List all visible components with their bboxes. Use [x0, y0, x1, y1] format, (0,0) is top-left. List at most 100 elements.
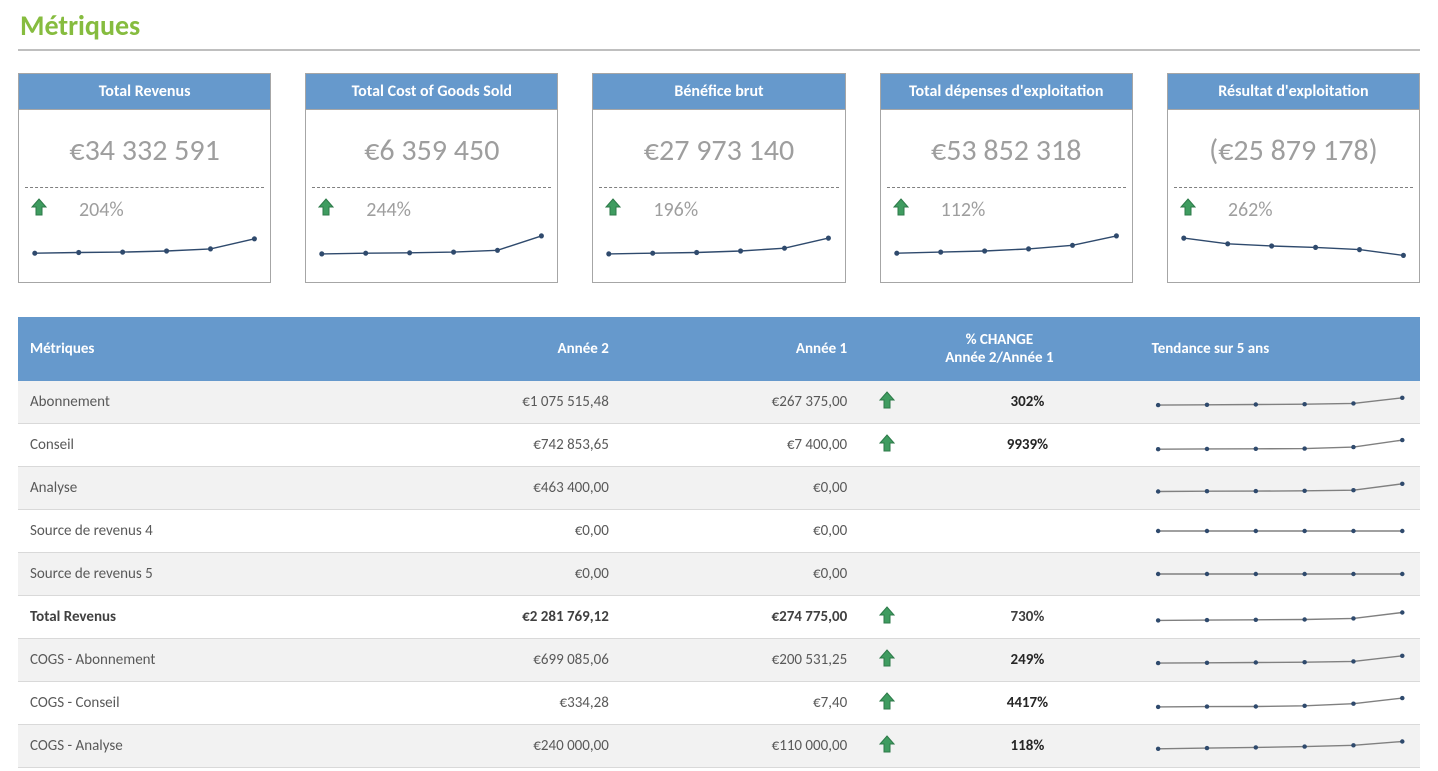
arrow-up-icon	[879, 606, 895, 624]
arrow-up-icon	[879, 434, 895, 452]
kpi-card-pct-row: 262%	[1168, 188, 1419, 222]
cell-metric: Total Revenus	[18, 596, 439, 639]
kpi-card-spark-wrap	[1168, 222, 1419, 282]
cell-trend	[1140, 553, 1420, 596]
cell-year1: €200 531,25	[621, 639, 859, 682]
table-row: Total Revenus €2 281 769,12 €274 775,00 …	[18, 596, 1420, 639]
th-metric: Métriques	[18, 317, 439, 381]
cell-change: 730%	[915, 596, 1139, 639]
kpi-card: Bénéfice brut €27 973 140 196%	[592, 73, 845, 283]
table-header: Métriques Année 2 Année 1 % CHANGE Année…	[18, 317, 1420, 381]
cell-year2: €0,00	[439, 553, 621, 596]
cell-year2: €0,00	[439, 510, 621, 553]
kpi-card-pct-row: 244%	[306, 188, 557, 222]
cell-trend	[1140, 682, 1420, 725]
cell-year2: €334,28	[439, 682, 621, 725]
arrow-up-icon	[879, 391, 895, 409]
kpi-card-pct-row: 204%	[19, 188, 270, 222]
kpi-card-title: Bénéfice brut	[593, 74, 844, 110]
cell-change: 302%	[915, 381, 1139, 424]
kpi-card-spark-wrap	[881, 222, 1132, 282]
arrow-up-icon	[605, 198, 621, 216]
table-body: Abonnement €1 075 515,48 €267 375,00 302…	[18, 381, 1420, 768]
cell-year2: €699 085,06	[439, 639, 621, 682]
cell-metric: COGS - Analyse	[18, 725, 439, 768]
cell-change: 249%	[915, 639, 1139, 682]
sparkline	[316, 222, 547, 270]
th-year1: Année 1	[621, 317, 859, 381]
sparkline	[29, 222, 260, 270]
cell-change: 9939%	[915, 424, 1139, 467]
cell-arrow	[859, 639, 915, 682]
cell-year2: €463 400,00	[439, 467, 621, 510]
cell-arrow	[859, 467, 915, 510]
cell-change	[915, 510, 1139, 553]
cell-arrow	[859, 596, 915, 639]
cell-year1: €267 375,00	[621, 381, 859, 424]
sparkline	[1152, 475, 1408, 501]
sparkline	[1152, 733, 1408, 759]
cell-trend	[1140, 424, 1420, 467]
kpi-card: Total dépenses d'exploitation €53 852 31…	[880, 73, 1133, 283]
kpi-card-pct: 112%	[927, 198, 986, 222]
cell-year1: €274 775,00	[621, 596, 859, 639]
cell-arrow	[859, 553, 915, 596]
cell-trend	[1140, 639, 1420, 682]
cell-year1: €110 000,00	[621, 725, 859, 768]
kpi-card-pct: 204%	[65, 198, 124, 222]
cell-year2: €742 853,65	[439, 424, 621, 467]
cell-year1: €7 400,00	[621, 424, 859, 467]
kpi-card-value: (€25 879 178)	[1168, 110, 1419, 187]
table-row: Conseil €742 853,65 €7 400,00 9939%	[18, 424, 1420, 467]
kpi-card-pct: 196%	[639, 198, 698, 222]
cell-metric: COGS - Conseil	[18, 682, 439, 725]
arrow-up-icon	[879, 692, 895, 710]
cell-year2: €2 281 769,12	[439, 596, 621, 639]
kpi-card-pct: 244%	[352, 198, 411, 222]
cell-arrow	[859, 381, 915, 424]
kpi-card: Total Revenus €34 332 591 204%	[18, 73, 271, 283]
arrow-up-icon	[879, 735, 895, 753]
cell-arrow	[859, 682, 915, 725]
arrow-up-icon	[879, 649, 895, 667]
kpi-card-title: Total Cost of Goods Sold	[306, 74, 557, 110]
th-trend: Tendance sur 5 ans	[1140, 317, 1420, 381]
cell-trend	[1140, 510, 1420, 553]
table-row: Source de revenus 4 €0,00 €0,00	[18, 510, 1420, 553]
sparkline	[1152, 518, 1408, 544]
cell-year1: €0,00	[621, 467, 859, 510]
cell-metric: Abonnement	[18, 381, 439, 424]
sparkline	[1152, 604, 1408, 630]
kpi-card-spark-wrap	[306, 222, 557, 282]
table-row: Source de revenus 5 €0,00 €0,00	[18, 553, 1420, 596]
sparkline	[1178, 222, 1409, 270]
cell-arrow	[859, 424, 915, 467]
metrics-table: Métriques Année 2 Année 1 % CHANGE Année…	[18, 317, 1420, 768]
sparkline	[1152, 561, 1408, 587]
kpi-card: Total Cost of Goods Sold €6 359 450 244%	[305, 73, 558, 283]
sparkline	[1152, 690, 1408, 716]
cell-trend	[1140, 596, 1420, 639]
table-row: Abonnement €1 075 515,48 €267 375,00 302…	[18, 381, 1420, 424]
cell-year1: €0,00	[621, 510, 859, 553]
kpi-card-value: €27 973 140	[593, 110, 844, 187]
title-divider	[18, 49, 1420, 51]
kpi-card-spark-wrap	[593, 222, 844, 282]
cell-year1: €0,00	[621, 553, 859, 596]
cell-arrow	[859, 510, 915, 553]
sparkline	[1152, 647, 1408, 673]
arrow-up-icon	[1180, 198, 1196, 216]
sparkline	[891, 222, 1122, 270]
cell-year1: €7,40	[621, 682, 859, 725]
table-row: COGS - Abonnement €699 085,06 €200 531,2…	[18, 639, 1420, 682]
kpi-card-value: €6 359 450	[306, 110, 557, 187]
th-change-line2: Année 2/Année 1	[871, 349, 1127, 367]
th-year2: Année 2	[439, 317, 621, 381]
arrow-up-icon	[31, 198, 47, 216]
kpi-card-title: Total Revenus	[19, 74, 270, 110]
kpi-card-pct-row: 196%	[593, 188, 844, 222]
arrow-up-icon	[318, 198, 334, 216]
kpi-card-pct: 262%	[1214, 198, 1273, 222]
table-row: COGS - Analyse €240 000,00 €110 000,00 1…	[18, 725, 1420, 768]
cell-change: 4417%	[915, 682, 1139, 725]
